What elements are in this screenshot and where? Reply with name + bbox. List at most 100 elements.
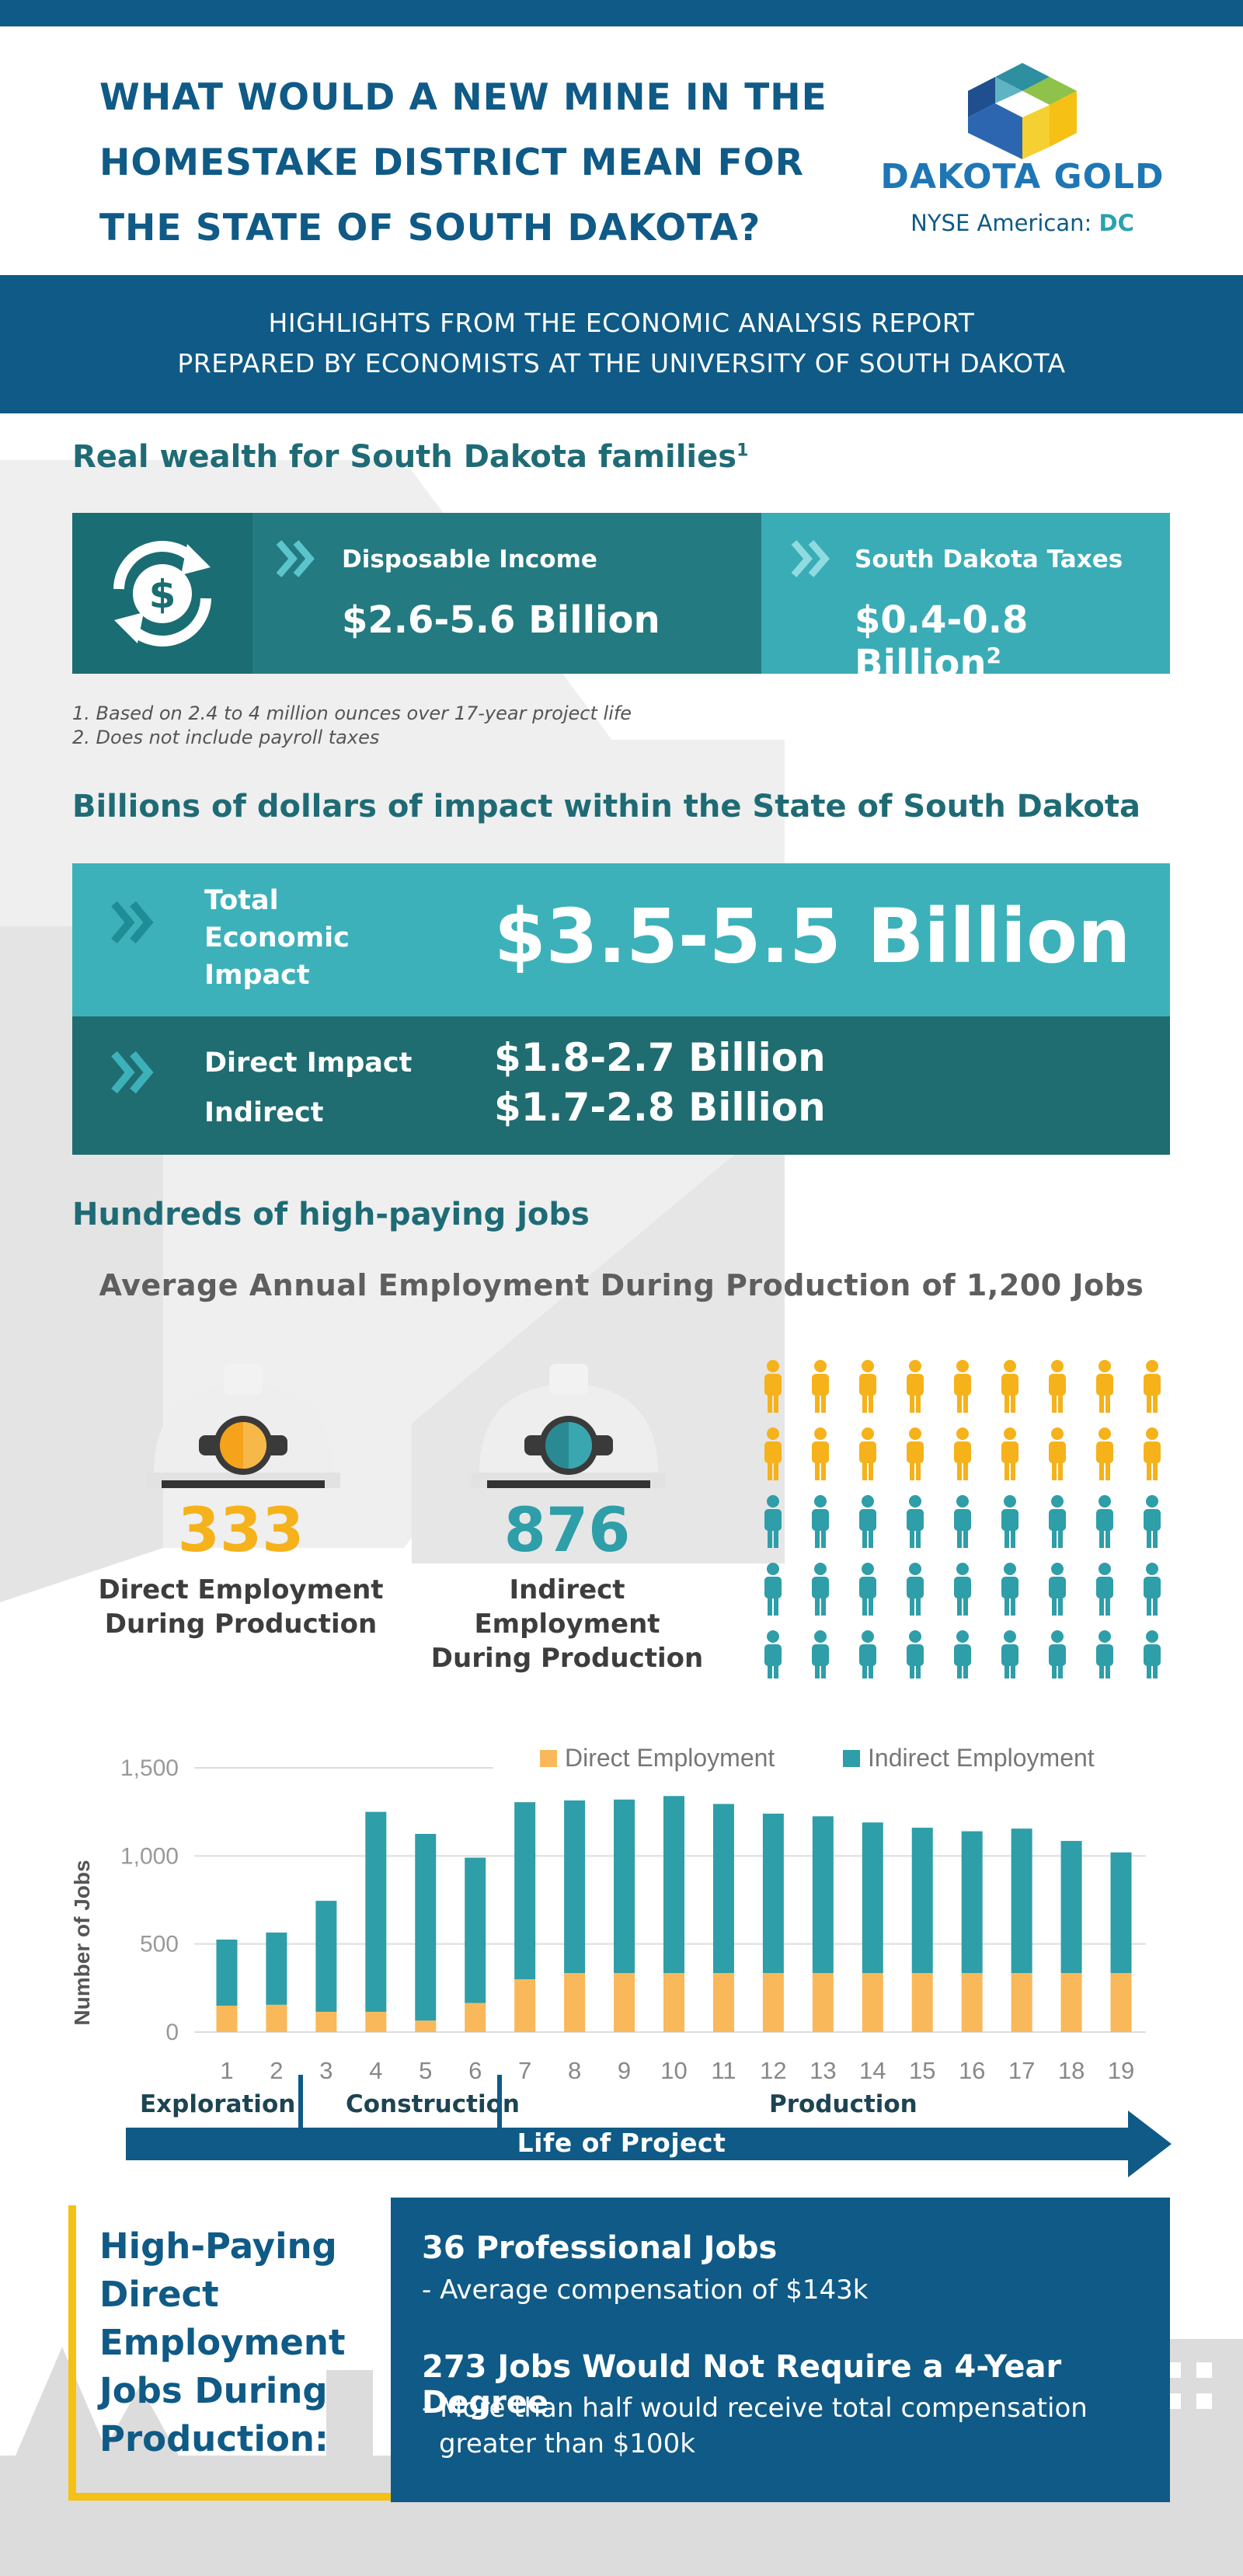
indirect-employment-label: Indirect Employment During Production — [430, 1574, 704, 1674]
wealth-bar: $ Disposable Income $2.6-5.6 Billion Sou… — [72, 513, 1170, 685]
person-icon — [764, 1630, 782, 1678]
x-tick-label: 8 — [568, 2057, 581, 2084]
person-icon — [1144, 1630, 1161, 1678]
high-paying-title: High-Paying Direct Employment Jobs Durin… — [99, 2226, 346, 2459]
bar-indirect — [216, 1940, 238, 2006]
footnotes: 1. Based on 2.4 to 4 million ounces over… — [72, 702, 632, 750]
person-icon — [907, 1427, 924, 1480]
phase-construction: Construction — [346, 2090, 520, 2118]
bar-indirect — [315, 1901, 337, 2012]
y-tick-label: 500 — [140, 1932, 179, 1957]
person-icon — [1049, 1630, 1066, 1678]
legend-swatch — [843, 1750, 860, 1767]
person-icon — [764, 1563, 782, 1616]
person-icon — [859, 1427, 876, 1480]
bar-indirect — [862, 1822, 883, 1974]
person-icon — [1049, 1360, 1066, 1413]
person-icon — [812, 1495, 829, 1548]
bar-indirect — [1060, 1841, 1082, 1974]
footnote-1: 1. Based on 2.4 to 4 million ounces over… — [72, 702, 632, 724]
professional-jobs-heading: 36 Professional Jobs — [422, 2230, 778, 2266]
bar-indirect — [614, 1799, 635, 1974]
dollar-cycle-icon: $ — [113, 541, 211, 647]
bar-direct — [564, 1973, 586, 2032]
bar-direct — [415, 2020, 437, 2032]
bar-direct — [862, 1973, 883, 2032]
person-icon — [1144, 1427, 1161, 1480]
bar-indirect — [415, 1834, 437, 2021]
bar-indirect — [911, 1828, 933, 1974]
bar-indirect — [514, 1802, 536, 1979]
bar-direct — [762, 1973, 784, 2032]
x-tick-label: 3 — [319, 2057, 333, 2084]
hard-hat-indirect-icon — [472, 1364, 666, 1488]
person-icon — [812, 1630, 829, 1678]
bar-direct — [465, 2003, 486, 2032]
bar-indirect — [564, 1800, 586, 1974]
total-impact-label: Total Economic Impact — [204, 885, 350, 991]
person-icon — [1144, 1360, 1161, 1413]
report-banner: HIGHLIGHTS FROM THE ECONOMIC ANALYSIS RE… — [0, 275, 1243, 413]
stock-ticker: NYSE American: DC — [910, 210, 1134, 236]
person-icon — [1001, 1563, 1018, 1616]
x-tick-label: 5 — [419, 2057, 432, 2084]
person-icon — [859, 1495, 876, 1548]
bar-direct — [712, 1973, 734, 2032]
person-icon — [812, 1563, 829, 1616]
person-icon — [954, 1563, 971, 1616]
wealth-section-title: Real wealth for South Dakota families1 — [72, 439, 749, 475]
indirect-impact-label: Indirect — [204, 1097, 324, 1128]
x-tick-label: 19 — [1108, 2057, 1134, 2084]
person-icon — [859, 1630, 876, 1678]
phase-divider — [298, 2075, 303, 2129]
bar-indirect — [812, 1816, 834, 1974]
indirect-employment-count: 876 — [503, 1496, 631, 1566]
y-axis-label: Number of Jobs — [70, 1860, 94, 2025]
bar-direct — [911, 1973, 933, 2032]
person-icon — [764, 1427, 782, 1480]
no-degree-jobs-detail-1: - More than half would receive total com… — [422, 2393, 1088, 2424]
legend-label: Indirect Employment — [868, 1744, 1095, 1772]
person-icon — [1049, 1563, 1066, 1616]
person-icon — [1001, 1427, 1018, 1480]
x-tick-label: 2 — [270, 2057, 283, 2084]
bar-indirect — [1011, 1828, 1032, 1974]
bar-indirect — [465, 1857, 486, 2003]
bar-direct — [1060, 1973, 1082, 2032]
y-tick-label: 1,000 — [120, 1843, 179, 1869]
bar-direct — [514, 1979, 536, 2032]
phase-exploration: Exploration — [140, 2090, 296, 2118]
legend-label: Direct Employment — [565, 1744, 775, 1772]
person-icon — [954, 1630, 971, 1678]
bar-indirect — [1110, 1852, 1132, 1974]
jobs-section-title: Hundreds of high-paying jobs — [72, 1197, 590, 1232]
person-icon — [1001, 1495, 1018, 1548]
x-tick-label: 17 — [1008, 2057, 1035, 2084]
person-icon — [764, 1495, 782, 1548]
banner-line-1: HIGHLIGHTS FROM THE ECONOMIC ANALYSIS RE… — [268, 308, 975, 338]
direct-impact-value: $1.8-2.7 Billion — [494, 1035, 826, 1080]
double-chevron-icon — [111, 901, 154, 944]
phase-divider — [497, 2075, 502, 2129]
bar-direct — [1011, 1973, 1032, 2032]
page-title: WHAT WOULD A NEW MINE IN THE HOMESTAKE D… — [99, 76, 827, 249]
no-degree-jobs-heading: 273 Jobs Would Not Require a 4-Year Degr… — [422, 2349, 1062, 2421]
person-icon — [907, 1495, 924, 1548]
person-icon — [764, 1360, 782, 1413]
person-icon — [1096, 1563, 1113, 1616]
bar-direct — [266, 2004, 287, 2032]
bar-direct — [961, 1973, 983, 2032]
person-icon — [1096, 1495, 1113, 1548]
direct-employment-label: Direct Employment During Production — [98, 1574, 384, 1640]
high-paying-details: 36 Professional Jobs - Average compensat… — [391, 2198, 1170, 2502]
banner-line-2: PREPARED BY ECONOMISTS AT THE UNIVERSITY… — [177, 348, 1066, 378]
x-tick-label: 13 — [810, 2057, 836, 2084]
professional-jobs-detail: - Average compensation of $143k — [422, 2274, 869, 2306]
person-icon — [1049, 1427, 1066, 1480]
sd-taxes-value: $0.4-0.8 Billion2 — [855, 598, 1029, 685]
indirect-impact-value: $1.7-2.8 Billion — [494, 1085, 826, 1130]
person-icon — [1049, 1495, 1066, 1548]
life-of-project-label: Life of Project — [517, 2128, 726, 2158]
y-tick-label: 1,500 — [120, 1755, 179, 1781]
